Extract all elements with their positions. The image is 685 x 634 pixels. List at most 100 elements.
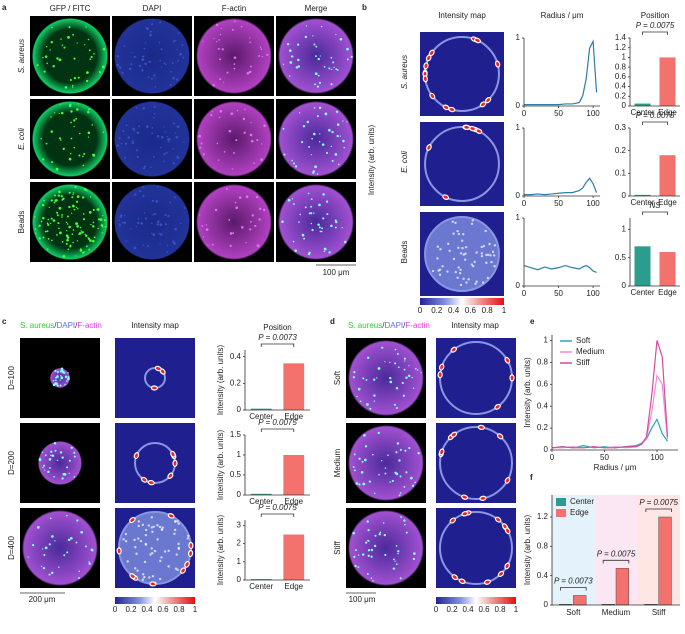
micrograph-dot: [85, 545, 87, 548]
micrograph-dot: [73, 208, 76, 211]
micrograph-dot: [119, 215, 122, 218]
micrograph-dot: [249, 228, 252, 231]
micrograph-dot: [288, 49, 292, 53]
map-speck: [457, 246, 460, 250]
micrograph-dot: [335, 33, 337, 36]
micrograph-dot: [167, 214, 170, 218]
micrograph-dot: [289, 61, 293, 64]
micrograph-dot: [384, 472, 387, 475]
micrograph-dot: [75, 187, 77, 189]
micrograph-dot: [60, 195, 63, 198]
micrograph-dot: [160, 135, 164, 139]
micrograph-dot: [219, 109, 223, 113]
micrograph-dot: [307, 252, 311, 256]
micrograph-dot: [225, 187, 228, 191]
micrograph-dot: [366, 356, 370, 360]
label: P = 0.0075: [639, 498, 678, 507]
micrograph-dot: [78, 154, 81, 157]
micrograph-dot: [78, 570, 81, 573]
micrograph-dot: [44, 230, 47, 233]
micrograph-dot: [258, 218, 261, 221]
micrograph-dot: [70, 110, 73, 113]
map-hotspot: [116, 547, 122, 555]
micrograph-dot: [67, 372, 69, 374]
label: 1: [514, 605, 519, 614]
micrograph-dot: [233, 63, 236, 66]
micrograph-dot: [72, 241, 74, 244]
micrograph-dot: [262, 208, 266, 212]
micrograph-dot: [53, 475, 55, 478]
micrograph-dot: [176, 48, 178, 51]
micrograph-dot: [404, 449, 407, 452]
micrograph-dot: [118, 223, 121, 226]
micrograph-dot: [152, 233, 156, 236]
micrograph-dot: [44, 546, 48, 550]
label: 0: [237, 575, 242, 584]
micrograph-dot: [174, 132, 177, 134]
micrograph-disc: [196, 101, 272, 177]
micrograph-disc: [278, 101, 354, 177]
micrograph-dot: [219, 33, 222, 36]
micrograph-dot: [214, 208, 218, 212]
micrograph-dot: [343, 146, 345, 149]
micrograph-dot: [233, 67, 236, 70]
micrograph-dot: [258, 55, 261, 57]
legend-part: F-actin: [405, 321, 429, 330]
micrograph-dot: [49, 517, 52, 520]
micrograph-dot: [146, 27, 149, 31]
micrograph-dot: [43, 70, 46, 73]
map-hotspot: [450, 431, 458, 438]
label: D=400: [7, 536, 16, 560]
stain-legend: S. aureus/DAPI/F-actin: [348, 321, 430, 330]
label: GFP / FITC: [50, 4, 91, 13]
micrograph-dot: [97, 218, 101, 221]
map-speck: [167, 565, 170, 568]
map-hotspot: [150, 385, 158, 391]
micrograph-dot: [50, 454, 52, 456]
label: 0: [522, 109, 527, 118]
micrograph-dot: [331, 130, 334, 134]
micrograph-dot: [202, 153, 205, 156]
label: P = 0.0075: [636, 21, 675, 30]
label: 0.6: [157, 605, 169, 614]
micrograph-dot: [393, 403, 397, 406]
micrograph-dot: [235, 139, 238, 142]
micrograph-dot: [336, 123, 340, 126]
micrograph-dot: [315, 45, 318, 48]
micrograph-dot: [125, 240, 128, 242]
micrograph-dot: [299, 213, 302, 216]
micrograph-dot: [255, 195, 259, 199]
map-speck: [480, 252, 483, 255]
micrograph-dot: [314, 83, 316, 86]
micrograph-dot: [294, 165, 298, 168]
micrograph-dot: [75, 255, 77, 257]
map-speck: [446, 270, 449, 273]
micrograph-dot: [76, 519, 79, 522]
micrograph-dot: [312, 35, 314, 37]
micrograph-dot: [163, 62, 166, 65]
micrograph-dot: [182, 56, 185, 59]
map-speck: [135, 552, 138, 555]
legend-part: /: [403, 321, 406, 330]
map-hotspot: [129, 516, 136, 524]
micrograph-dot: [420, 372, 422, 374]
label: 0: [516, 281, 521, 290]
map-speck: [457, 266, 460, 269]
micrograph-dot: [42, 467, 44, 469]
map-speck: [457, 232, 461, 236]
micrograph-dot: [59, 231, 62, 235]
micrograph-dot: [82, 218, 86, 221]
map-speck: [174, 567, 178, 570]
map-speck: [448, 249, 451, 252]
map-hotspot: [451, 574, 459, 581]
map-speck: [134, 545, 137, 549]
label: 0.4: [537, 571, 549, 580]
micrograph-dot: [408, 374, 411, 378]
micrograph-dot: [370, 555, 373, 558]
label: Center: [630, 108, 654, 117]
micrograph-dot: [96, 208, 100, 211]
micrograph-dot: [233, 20, 236, 23]
micrograph-dot: [403, 485, 406, 488]
map-speck: [472, 264, 475, 268]
